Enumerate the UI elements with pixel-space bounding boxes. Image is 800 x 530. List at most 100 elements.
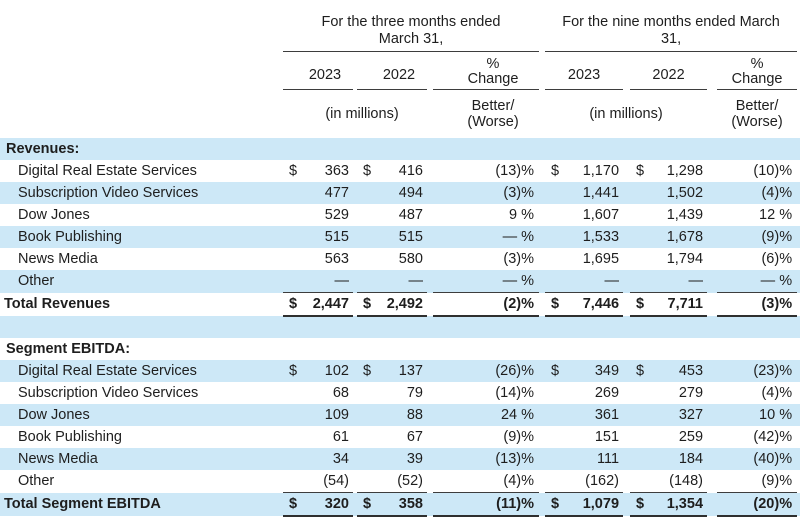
pct-change: (20)% — [717, 492, 798, 517]
row-label: Book Publishing — [18, 229, 122, 245]
pct-change: 24 % — [500, 407, 535, 423]
dollar-sign: $ — [289, 163, 298, 179]
table-row: Digital Real Estate Services $ 363 $ 416… — [0, 160, 800, 182]
amount: 580 — [398, 251, 423, 267]
nine-months-group-header: For the nine months ended March 31, — [545, 0, 798, 52]
row-label: Total Revenues — [4, 296, 111, 313]
units-header-row: (in millions) Better/ (Worse) (in millio… — [0, 89, 800, 138]
pct-change: (4)% — [761, 385, 793, 401]
amount: 477 — [324, 185, 349, 201]
better-worse-label-9mo: Better/ (Worse) — [731, 97, 783, 130]
row-label: Book Publishing — [18, 429, 122, 445]
dollar-sign: $ — [357, 292, 375, 317]
amount: 1,354 — [648, 492, 708, 517]
dollar-sign: $ — [363, 163, 372, 179]
amount: 137 — [398, 363, 423, 379]
amount: 2,492 — [375, 292, 427, 317]
amount: 259 — [678, 429, 704, 445]
table-row: Book Publishing 515 515 — % 1,533 1,678 … — [0, 226, 800, 248]
pct-change: (11)% — [433, 492, 540, 517]
dollar-sign: $ — [283, 292, 301, 317]
col-header-pct-change-3mo: % Change — [433, 51, 540, 90]
dollar-sign: $ — [551, 163, 560, 179]
amount: 487 — [398, 207, 423, 223]
amount: 79 — [406, 385, 423, 401]
pct-change: (13)% — [495, 163, 535, 179]
col-header-2022-9mo: 2022 — [630, 51, 708, 90]
amount: 102 — [324, 363, 349, 379]
table-row: Digital Real Estate Services $ 102 $ 137… — [0, 360, 800, 382]
year-header-row: 2023 2022 % Change 2023 2022 % Change — [0, 51, 800, 90]
amount: 416 — [398, 163, 423, 179]
dollar-sign: $ — [636, 163, 645, 179]
row-label: Digital Real Estate Services — [18, 363, 197, 379]
amount: 88 — [406, 407, 423, 423]
col-header-2022-3mo: 2022 — [357, 51, 427, 90]
col-header-2023-3mo: 2023 — [283, 51, 353, 90]
amount: 68 — [332, 385, 349, 401]
pct-change: (6)% — [761, 251, 793, 267]
pct-change: 10 % — [759, 407, 793, 423]
pct-change: (3)% — [717, 292, 798, 317]
pct-change: (3)% — [503, 185, 535, 201]
amount: 2,447 — [301, 292, 353, 317]
amount: 61 — [332, 429, 349, 445]
period-group-header-row: For the three months ended March 31, For… — [0, 0, 800, 52]
row-label: Total Segment EBITDA — [4, 496, 161, 513]
spacer-row — [0, 316, 800, 338]
amount: 1,607 — [582, 207, 620, 223]
dollar-sign: $ — [551, 363, 560, 379]
table-row: Subscription Video Services 477 494 (3)%… — [0, 182, 800, 204]
amount: 111 — [596, 451, 620, 467]
dollar-sign: $ — [363, 363, 372, 379]
amount: 1,678 — [666, 229, 704, 245]
section-title: Revenues: — [6, 141, 80, 157]
row-label: News Media — [18, 251, 98, 267]
pct-change: (9)% — [717, 470, 798, 493]
dollar-sign: $ — [630, 492, 649, 517]
table-row: Dow Jones 109 88 24 % 361 327 10 % — [0, 404, 800, 426]
dollar-sign: $ — [545, 492, 564, 517]
pct-change: — % — [717, 270, 798, 293]
amount: (162) — [563, 470, 624, 493]
table-row: Dow Jones 529 487 9 % 1,607 1,439 12 % — [0, 204, 800, 226]
amount: 7,711 — [648, 292, 708, 317]
row-label: Other — [18, 473, 55, 490]
pct-change: (4)% — [433, 470, 540, 493]
amount: 1,502 — [666, 185, 704, 201]
amount: 1,170 — [582, 163, 620, 179]
amount: — — [375, 270, 427, 293]
pct-change: — % — [433, 270, 540, 293]
dollar-sign: $ — [357, 492, 375, 517]
amount: 1,695 — [582, 251, 620, 267]
amount: 269 — [594, 385, 620, 401]
amount: (52) — [375, 470, 427, 493]
three-months-group-header: For the three months ended March 31, — [283, 0, 540, 52]
amount: — — [301, 270, 353, 293]
amount: 1,079 — [563, 492, 624, 517]
pct-change: (42)% — [753, 429, 793, 445]
amount: 363 — [324, 163, 349, 179]
row-label: Dow Jones — [18, 207, 90, 223]
row-label: News Media — [18, 451, 98, 467]
table-row: News Media 34 39 (13)% 111 184 (40)% — [0, 448, 800, 470]
pct-change: (9)% — [503, 429, 535, 445]
amount: 67 — [406, 429, 423, 445]
amount: 1,439 — [666, 207, 704, 223]
amount: 515 — [324, 229, 349, 245]
amount: 563 — [324, 251, 349, 267]
dollar-sign: $ — [283, 492, 301, 517]
pct-change: (9)% — [761, 229, 793, 245]
table-row: Subscription Video Services 68 79 (14)% … — [0, 382, 800, 404]
amount: 279 — [678, 385, 704, 401]
amount: 529 — [324, 207, 349, 223]
amount: 1,298 — [666, 163, 704, 179]
amount: (148) — [648, 470, 708, 493]
section-header-row: Revenues: — [0, 138, 800, 160]
total-row: Total Segment EBITDA $ 320 $ 358 (11)% $… — [0, 492, 800, 517]
amount: (54) — [301, 470, 353, 493]
table-row: Other — — — % — — — % — [0, 270, 800, 293]
in-millions-label-9mo: (in millions) — [589, 105, 663, 122]
section-header-row: Segment EBITDA: — [0, 338, 800, 360]
